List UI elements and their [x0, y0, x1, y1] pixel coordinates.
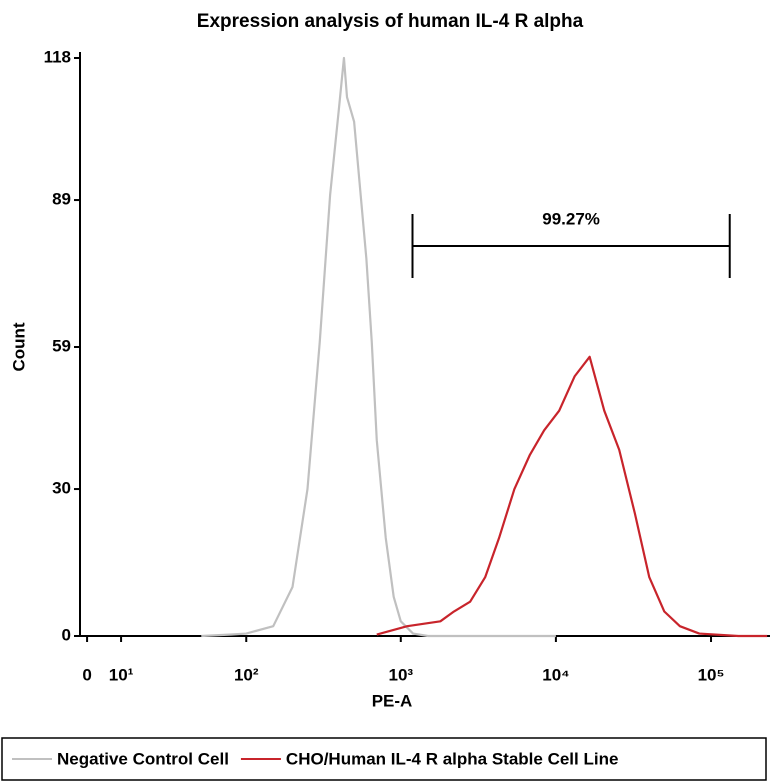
x-tick-label: 0	[82, 665, 91, 684]
x-axis-label: PE-A	[372, 691, 413, 710]
y-tick-label: 0	[62, 625, 71, 644]
legend-label: CHO/Human IL-4 R alpha Stable Cell Line	[286, 749, 619, 768]
legend-box	[1, 737, 767, 781]
histogram-line	[376, 355, 768, 638]
x-tick-label: 10⁵	[698, 665, 725, 684]
gate-label: 99.27%	[542, 209, 600, 228]
chart-title: Expression analysis of human IL-4 R alph…	[197, 11, 584, 32]
x-tick-label: 10⁴	[542, 665, 569, 684]
x-tick-label: 10¹	[109, 665, 134, 684]
y-tick-label: 30	[52, 479, 71, 498]
y-tick-label: 118	[44, 47, 71, 66]
legend-label: Negative Control Cell	[57, 749, 229, 768]
x-tick-label: 10²	[234, 665, 259, 684]
x-tick-label: 10³	[388, 665, 413, 684]
y-axis-label: Count	[9, 322, 28, 371]
y-tick-label: 89	[52, 190, 71, 209]
histogram-line	[201, 56, 556, 638]
y-tick-label: 59	[52, 336, 71, 355]
